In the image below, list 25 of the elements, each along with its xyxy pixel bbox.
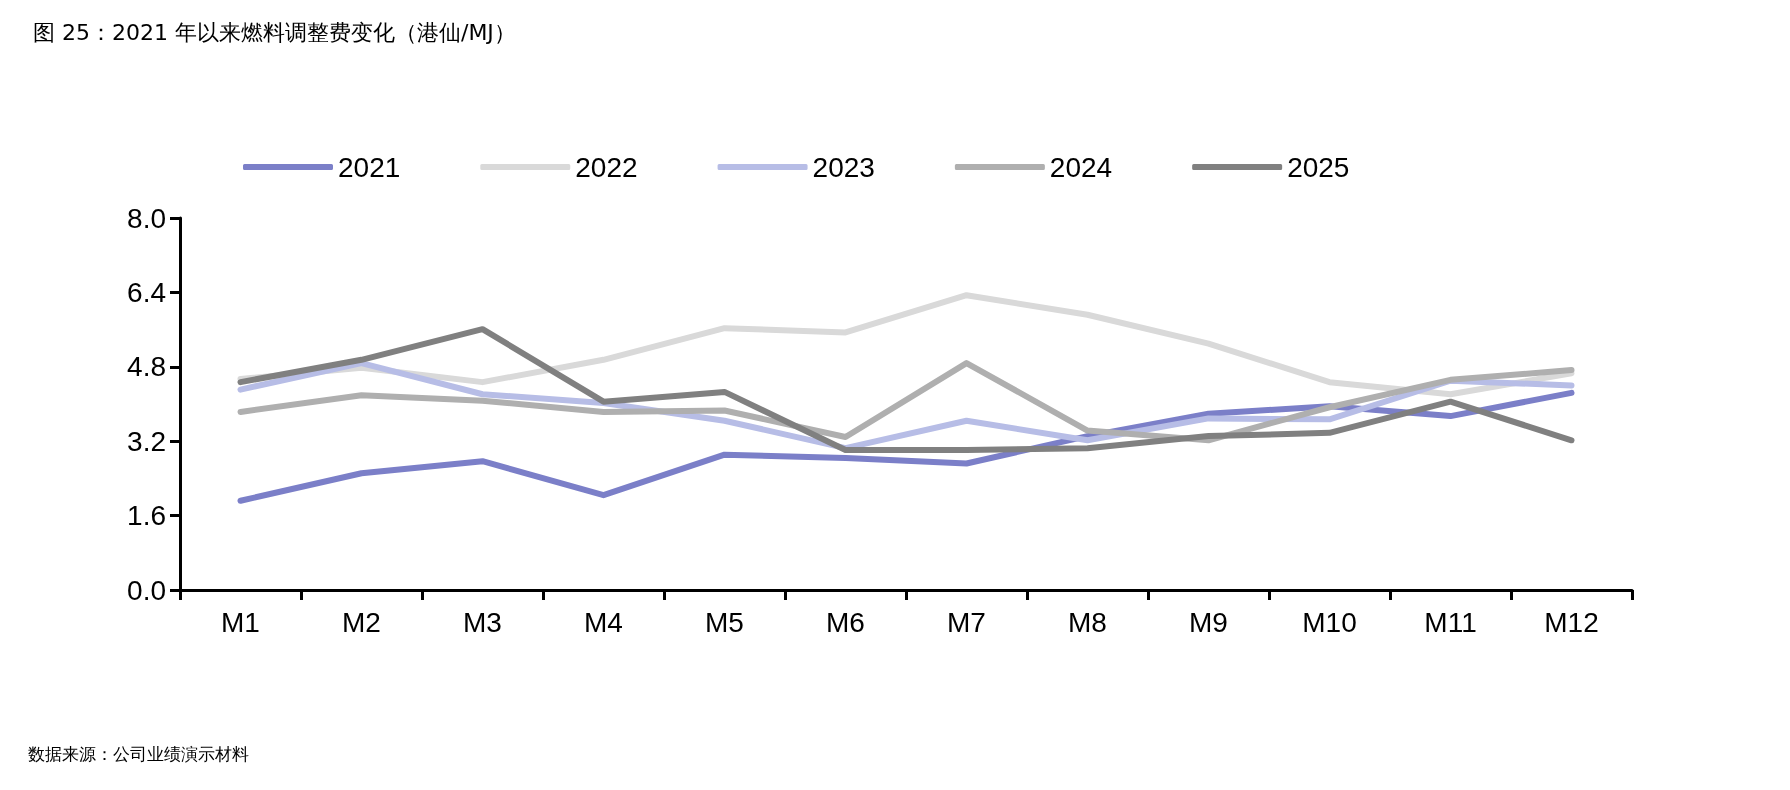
x-tick-label: M9 bbox=[1189, 606, 1228, 638]
y-tick-label: 0.0 bbox=[127, 574, 166, 606]
x-tick-label: M2 bbox=[342, 606, 381, 638]
x-tick-label: M5 bbox=[705, 606, 744, 638]
legend-label: 2023 bbox=[812, 151, 875, 183]
x-tick-label: M3 bbox=[463, 606, 502, 638]
legend-label: 2024 bbox=[1049, 151, 1113, 183]
y-tick-label: 4.8 bbox=[127, 351, 166, 383]
y-tick-label: 8.0 bbox=[127, 202, 166, 234]
x-tick-label: M11 bbox=[1424, 606, 1477, 638]
legend-label: 2021 bbox=[338, 151, 401, 183]
source-note: 数据来源：公司业绩演示材料 bbox=[28, 743, 249, 764]
x-tick-label: M7 bbox=[947, 606, 986, 638]
legend-label: 2022 bbox=[575, 151, 638, 183]
x-tick-label: M6 bbox=[826, 606, 865, 638]
x-tick-label: M10 bbox=[1302, 606, 1357, 638]
y-tick-label: 1.6 bbox=[127, 500, 166, 532]
x-tick-label: M12 bbox=[1544, 606, 1599, 638]
legend-label: 2025 bbox=[1287, 151, 1350, 183]
x-tick-label: M4 bbox=[584, 606, 623, 638]
chart-title: 图 25：2021 年以来燃料调整费变化（港仙/MJ） bbox=[33, 19, 516, 45]
y-tick-label: 3.2 bbox=[127, 425, 166, 457]
x-tick-label: M1 bbox=[221, 606, 260, 638]
x-tick-label: M8 bbox=[1068, 606, 1107, 638]
y-tick-label: 6.4 bbox=[127, 276, 166, 308]
